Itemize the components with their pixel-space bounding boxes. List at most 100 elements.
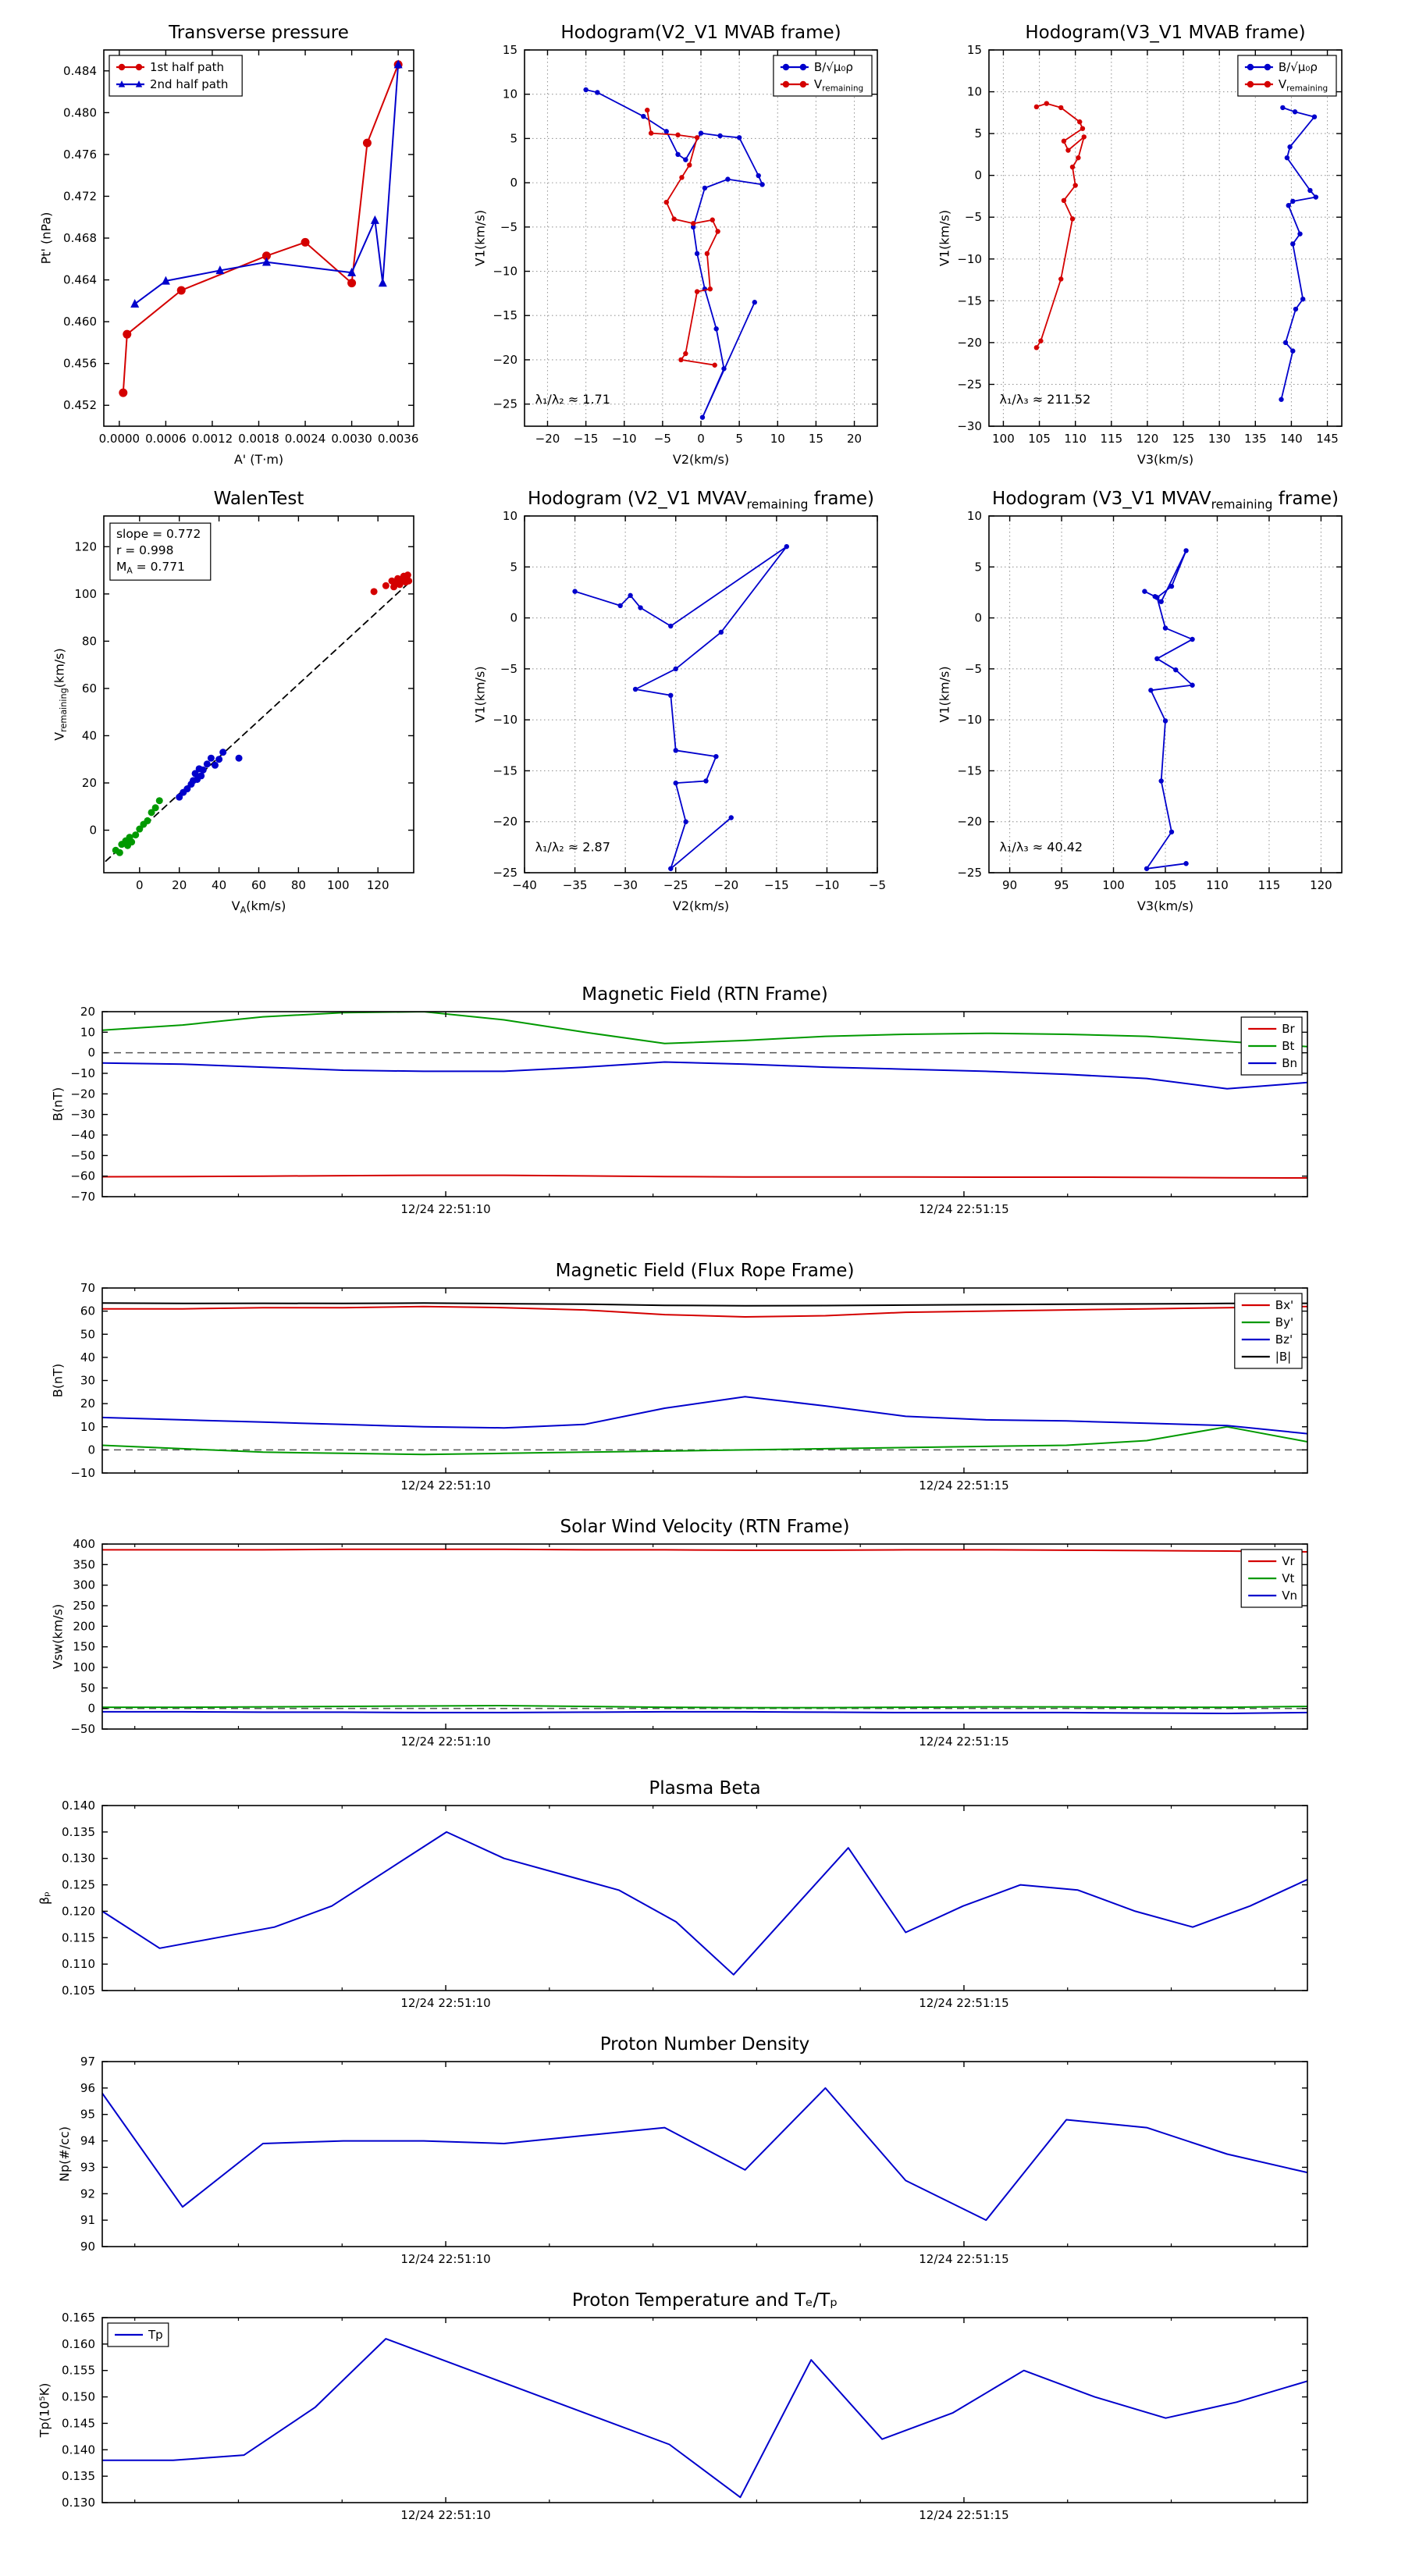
plot-proton-number-density: 12/24 22:51:10 12/24 22:51:15 90 91 92 93 94 95… bbox=[57, 2055, 1308, 2266]
svg-text:10: 10 bbox=[503, 509, 518, 523]
svg-text:96: 96 bbox=[80, 2081, 95, 2095]
svg-text:−5: −5 bbox=[654, 432, 671, 446]
svg-text:0.464: 0.464 bbox=[63, 273, 97, 287]
svg-text:120: 120 bbox=[1310, 878, 1332, 892]
svg-text:λ₁/λ₂ ≈ 2.87: λ₁/λ₂ ≈ 2.87 bbox=[535, 840, 610, 855]
svg-text:10: 10 bbox=[770, 432, 785, 446]
svg-text:12/24 22:51:10: 12/24 22:51:10 bbox=[400, 1202, 490, 1216]
svg-text:92: 92 bbox=[80, 2186, 95, 2201]
svg-text:5: 5 bbox=[510, 560, 518, 574]
plot-transverse-pressure: 0.0000 0.0006 0.0012 0.0018 0.0024 0.0030 0.00… bbox=[39, 49, 418, 467]
svg-text:0.0030: 0.0030 bbox=[331, 432, 372, 446]
svg-text:0.0018: 0.0018 bbox=[238, 432, 279, 446]
svg-text:12/24 22:51:15: 12/24 22:51:15 bbox=[919, 1202, 1008, 1216]
svg-text:50: 50 bbox=[80, 1681, 95, 1695]
svg-text:1st half path: 1st half path bbox=[150, 60, 224, 74]
title-hodogram-v3v1-mvav: Hodogram (V3_V1 MVAVremaining frame) bbox=[992, 489, 1339, 512]
svg-text:V2(km/s): V2(km/s) bbox=[673, 452, 729, 467]
svg-text:Np(#/cc): Np(#/cc) bbox=[57, 2126, 72, 2182]
svg-text:MA = 0.771: MA = 0.771 bbox=[116, 560, 185, 576]
svg-text:−5: −5 bbox=[500, 662, 518, 676]
svg-text:40: 40 bbox=[82, 728, 97, 742]
svg-text:V3(km/s): V3(km/s) bbox=[1137, 452, 1193, 467]
svg-text:Vt: Vt bbox=[1282, 1571, 1294, 1585]
svg-text:12/24 22:51:10: 12/24 22:51:10 bbox=[400, 2252, 490, 2266]
svg-text:V1(km/s): V1(km/s) bbox=[473, 210, 488, 266]
svg-text:110: 110 bbox=[1064, 432, 1087, 446]
svg-text:135: 135 bbox=[1244, 432, 1267, 446]
svg-text:10: 10 bbox=[80, 1420, 95, 1434]
svg-text:12/24 22:51:15: 12/24 22:51:15 bbox=[919, 2252, 1008, 2266]
title-proton-temperature: Proton Temperature and Tₑ/Tₚ bbox=[571, 2290, 838, 2311]
svg-text:15: 15 bbox=[809, 432, 823, 446]
svg-text:20: 20 bbox=[82, 776, 97, 790]
title-hodogram-v2v1-mvab: Hodogram(V2_V1 MVAB frame) bbox=[560, 23, 841, 43]
svg-text:0: 0 bbox=[87, 1443, 95, 1457]
plot-hodogram-v3v1-mvav: 90 95 100 105 110 115 120 −25 −20 −15 −10 −5 0 5 10 V3(… bbox=[937, 509, 1343, 913]
svg-text:−20: −20 bbox=[957, 336, 982, 350]
svg-text:−20: −20 bbox=[493, 353, 518, 367]
title-hodogram-v3v1-mvab: Hodogram(V3_V1 MVAB frame) bbox=[1025, 23, 1306, 43]
svg-text:Pt' (nPa): Pt' (nPa) bbox=[39, 212, 54, 265]
svg-text:Bx': Bx' bbox=[1275, 1298, 1293, 1312]
svg-text:Br: Br bbox=[1282, 1022, 1295, 1036]
svg-text:−70: −70 bbox=[70, 1190, 95, 1204]
svg-text:0.484: 0.484 bbox=[63, 64, 97, 78]
svg-text:0.476: 0.476 bbox=[63, 148, 97, 162]
svg-text:V1(km/s): V1(km/s) bbox=[937, 210, 952, 266]
svg-text:0.125: 0.125 bbox=[62, 1878, 95, 1892]
svg-text:0: 0 bbox=[510, 176, 518, 190]
svg-text:20: 20 bbox=[847, 432, 862, 446]
svg-text:110: 110 bbox=[1206, 878, 1229, 892]
svg-text:15: 15 bbox=[967, 43, 982, 57]
svg-text:0.480: 0.480 bbox=[63, 105, 97, 119]
title-plasma-beta: Plasma Beta bbox=[649, 1778, 761, 1799]
svg-text:|B|: |B| bbox=[1275, 1350, 1291, 1364]
svg-text:−35: −35 bbox=[563, 878, 588, 892]
svg-text:12/24 22:51:15: 12/24 22:51:15 bbox=[919, 1996, 1008, 2010]
svg-text:−40: −40 bbox=[70, 1128, 95, 1142]
svg-text:20: 20 bbox=[172, 878, 187, 892]
svg-text:−10: −10 bbox=[70, 1066, 95, 1080]
svg-text:0.452: 0.452 bbox=[63, 398, 97, 412]
svg-text:Vremaining: Vremaining bbox=[1279, 77, 1328, 94]
svg-text:0.120: 0.120 bbox=[62, 1904, 95, 1918]
svg-text:20: 20 bbox=[80, 1005, 95, 1019]
svg-text:0.468: 0.468 bbox=[63, 231, 97, 245]
plot-proton-temperature: 12/24 22:51:10 12/24 22:51:15 0.130 0.135 0.… bbox=[37, 2311, 1308, 2522]
svg-text:−20: −20 bbox=[957, 815, 982, 829]
plot-plasma-beta: 12/24 22:51:10 12/24 22:51:15 0.105 0.110 0.… bbox=[37, 1799, 1308, 2010]
svg-text:−15: −15 bbox=[957, 763, 982, 777]
svg-text:−15: −15 bbox=[957, 294, 982, 308]
svg-text:−50: −50 bbox=[70, 1722, 95, 1736]
svg-text:120: 120 bbox=[367, 878, 389, 892]
svg-text:−25: −25 bbox=[957, 866, 982, 880]
svg-text:−25: −25 bbox=[493, 397, 518, 411]
svg-text:95: 95 bbox=[80, 2108, 95, 2122]
plot-hodogram-v2v1-mvav: −40 −35 −30 −25 −20 −15 −10 −5 −25 −20 −15 −10 −5 0 5 1… bbox=[473, 509, 887, 913]
svg-text:Tp: Tp bbox=[148, 2328, 163, 2342]
svg-text:94: 94 bbox=[80, 2134, 95, 2148]
svg-text:−30: −30 bbox=[613, 878, 638, 892]
svg-text:60: 60 bbox=[80, 1304, 95, 1318]
svg-text:0: 0 bbox=[974, 169, 982, 183]
svg-text:−20: −20 bbox=[535, 432, 560, 446]
svg-text:0.140: 0.140 bbox=[62, 2443, 95, 2457]
svg-text:0.0012: 0.0012 bbox=[192, 432, 233, 446]
svg-text:2nd half path: 2nd half path bbox=[150, 77, 228, 91]
plot-solar-wind-velocity: 12/24 22:51:10 12/24 22:51:15 −50 0 50 100 150… bbox=[51, 1537, 1308, 1749]
svg-text:0.456: 0.456 bbox=[63, 357, 97, 371]
svg-text:115: 115 bbox=[1258, 878, 1281, 892]
svg-text:−50: −50 bbox=[70, 1148, 95, 1162]
svg-text:−25: −25 bbox=[663, 878, 688, 892]
svg-text:100: 100 bbox=[327, 878, 350, 892]
svg-text:10: 10 bbox=[503, 87, 518, 101]
svg-text:Bt: Bt bbox=[1282, 1039, 1294, 1053]
svg-text:60: 60 bbox=[82, 681, 97, 696]
svg-text:100: 100 bbox=[992, 432, 1015, 446]
svg-text:−25: −25 bbox=[493, 866, 518, 880]
svg-text:−15: −15 bbox=[764, 878, 789, 892]
svg-text:90: 90 bbox=[1002, 878, 1017, 892]
svg-text:−25: −25 bbox=[957, 377, 982, 391]
